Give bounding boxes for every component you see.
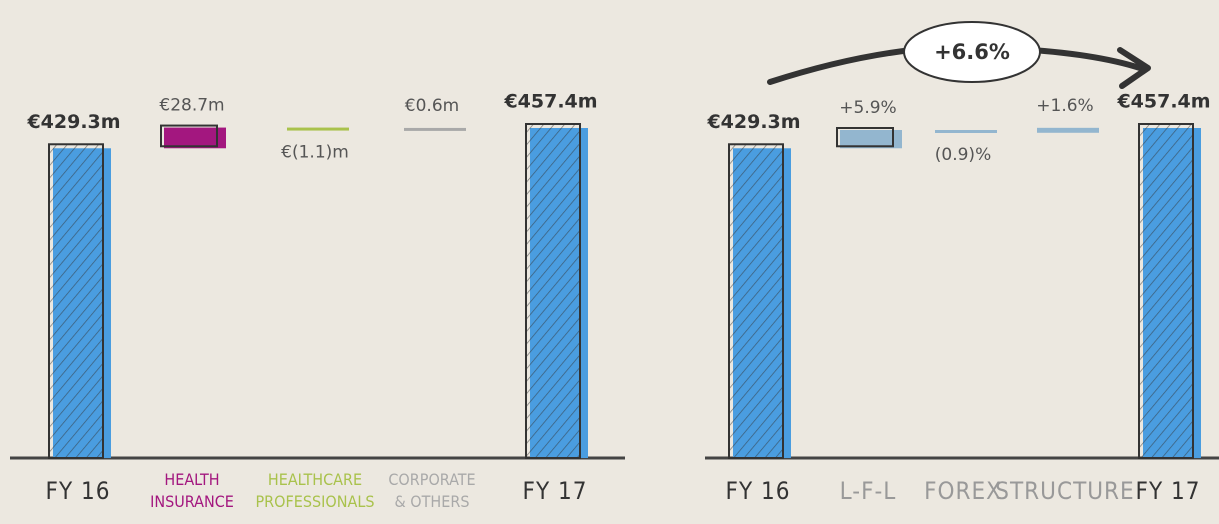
value-label: €429.3m — [706, 111, 800, 133]
x-tick-label: FOREX — [924, 477, 1002, 505]
bar — [164, 127, 226, 149]
x-tick-label: HEALTH INSURANCE — [150, 470, 234, 511]
x-tick-label: STRUCTURE — [995, 477, 1134, 505]
x-tick-label: FY 16 — [46, 477, 111, 505]
value-label: +5.9% — [839, 98, 896, 118]
bar-hatch — [49, 144, 103, 458]
annotation-bubble — [903, 21, 1041, 83]
bar — [1037, 127, 1099, 133]
x-tick-label-line: PROFESSIONALS — [256, 492, 375, 511]
arrow-head — [1117, 47, 1151, 89]
x-tick-label: HEALTHCARE PROFESSIONALS — [256, 470, 375, 511]
bar-outline — [525, 123, 581, 459]
value-label: (0.9)% — [935, 145, 991, 165]
bar-hatch — [729, 144, 783, 458]
x-tick-label-line: HEALTHCARE — [268, 470, 362, 489]
x-tick-label-line: STRUCTURE — [995, 477, 1134, 505]
value-label: €457.4m — [1116, 91, 1210, 113]
bar-outline — [1138, 123, 1194, 459]
bar-outline — [836, 126, 894, 148]
bar-hatch — [526, 124, 580, 458]
bar — [287, 127, 349, 131]
x-tick-label-line: FY 16 — [46, 477, 111, 505]
x-tick-label-line: INSURANCE — [150, 492, 234, 511]
x-tick-label-line: L-F-L — [840, 477, 897, 505]
value-label: €429.3m — [26, 111, 120, 133]
bar-hatch — [1139, 124, 1193, 458]
bar — [935, 129, 997, 133]
x-tick-label-line: FY 17 — [523, 477, 588, 505]
x-tick-label: FY 17 — [523, 477, 588, 505]
x-tick-label-line: CORPORATE — [388, 470, 475, 489]
bar — [404, 127, 466, 131]
x-tick-label-line: FOREX — [924, 477, 1002, 505]
x-tick-label-line: & OTHERS — [395, 492, 470, 511]
value-label: +1.6% — [1036, 96, 1093, 116]
value-label: €(1.1)m — [281, 143, 349, 163]
value-label: €0.6m — [405, 96, 459, 116]
value-label: €28.7m — [159, 96, 224, 116]
x-tick-label-line: HEALTH — [164, 470, 219, 489]
x-tick-label: L-F-L — [840, 477, 897, 505]
bar — [840, 129, 902, 149]
x-tick-label-line: FY 16 — [726, 477, 791, 505]
value-label: €457.4m — [503, 91, 597, 113]
bar-outline — [160, 124, 218, 148]
bar-outline — [48, 143, 104, 459]
annotation: +6.6% — [934, 40, 1010, 64]
bar-outline — [728, 143, 784, 459]
x-tick-label: FY 17 — [1136, 477, 1201, 505]
x-tick-label-line: FY 17 — [1136, 477, 1201, 505]
x-tick-label: CORPORATE & OTHERS — [388, 470, 475, 511]
x-tick-label: FY 16 — [726, 477, 791, 505]
